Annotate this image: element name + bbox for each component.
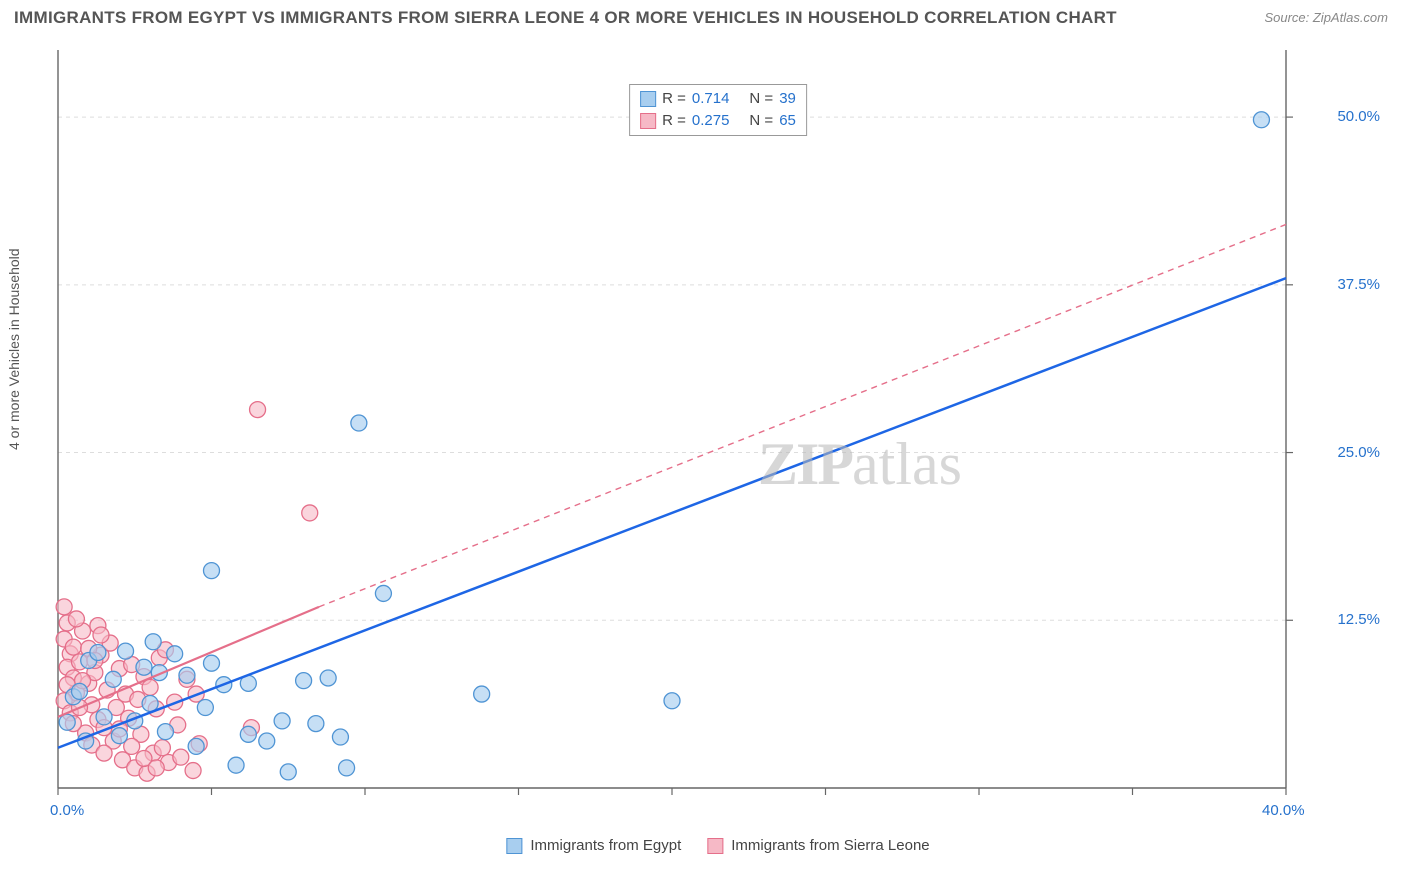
n-label: N =	[749, 88, 773, 110]
legend-swatch-sierra-leone	[707, 838, 723, 854]
chart-svg	[48, 40, 1344, 830]
legend-item-egypt: Immigrants from Egypt	[506, 837, 681, 854]
legend-item-sierra-leone: Immigrants from Sierra Leone	[707, 837, 929, 854]
y-tick-label: 50.0%	[1337, 108, 1380, 125]
y-tick-label: 25.0%	[1337, 444, 1380, 461]
swatch-egypt	[640, 91, 656, 107]
correlation-legend: R = 0.714 N = 39 R = 0.275 N = 65	[629, 84, 807, 136]
n-value-sierra-leone: 65	[779, 110, 796, 132]
n-value-egypt: 39	[779, 88, 796, 110]
correlation-row-sierra-leone: R = 0.275 N = 65	[640, 110, 796, 132]
n-label: N =	[749, 110, 773, 132]
source-attribution: Source: ZipAtlas.com	[1264, 10, 1388, 25]
swatch-sierra-leone	[640, 113, 656, 129]
y-tick-label: 12.5%	[1337, 611, 1380, 628]
correlation-row-egypt: R = 0.714 N = 39	[640, 88, 796, 110]
x-origin-label: 0.0%	[50, 802, 84, 819]
legend-label-egypt: Immigrants from Egypt	[530, 837, 681, 854]
y-axis-label: 4 or more Vehicles in Household	[6, 248, 22, 450]
r-label: R =	[662, 88, 686, 110]
chart-title: IMMIGRANTS FROM EGYPT VS IMMIGRANTS FROM…	[14, 8, 1117, 28]
source-prefix: Source:	[1264, 10, 1312, 25]
r-label: R =	[662, 110, 686, 132]
y-tick-label: 37.5%	[1337, 276, 1380, 293]
legend-swatch-egypt	[506, 838, 522, 854]
r-value-sierra-leone: 0.275	[692, 110, 730, 132]
r-value-egypt: 0.714	[692, 88, 730, 110]
series-legend: Immigrants from Egypt Immigrants from Si…	[506, 837, 929, 854]
legend-label-sierra-leone: Immigrants from Sierra Leone	[731, 837, 929, 854]
source-link[interactable]: ZipAtlas.com	[1313, 10, 1388, 25]
chart-area: ZIPatlas R = 0.714 N = 39 R = 0.275 N = …	[48, 40, 1388, 860]
x-max-label: 40.0%	[1262, 802, 1305, 819]
